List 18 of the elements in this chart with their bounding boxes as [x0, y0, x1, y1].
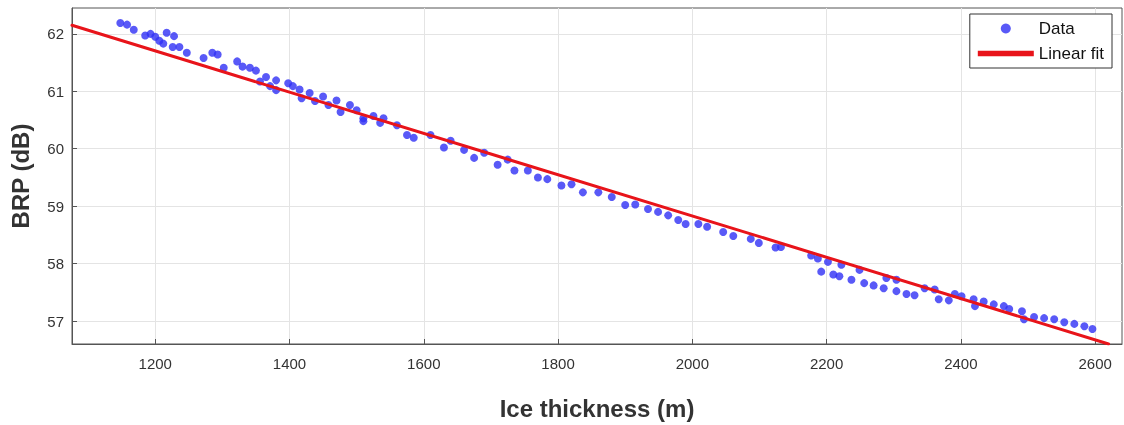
x-tick-label: 2200: [809, 355, 844, 372]
x-tick-label: 2600: [1078, 355, 1112, 372]
y-tick-label: 59: [47, 197, 64, 215]
x-tick-label: 1400: [272, 355, 307, 372]
legend-label: Data: [1038, 19, 1076, 38]
x-tick-label: 1200: [138, 355, 172, 372]
y-tick-label: 60: [47, 140, 64, 158]
x-tick-label: 1600: [407, 355, 441, 372]
x-tick-label: 1800: [541, 355, 575, 372]
x-tick-label: 2000: [675, 355, 710, 372]
legend-label: Linear fit: [1038, 44, 1105, 63]
y-tick-label: 61: [47, 82, 64, 100]
y-tick-label: 58: [47, 255, 64, 273]
y-axis-title: BRP (dB): [6, 123, 34, 229]
y-tick-label: 62: [47, 25, 64, 43]
y-tick-label: 57: [47, 312, 64, 330]
x-tick-label: 2400: [944, 355, 978, 372]
x-axis-title: Ice thickness (m): [499, 394, 695, 422]
